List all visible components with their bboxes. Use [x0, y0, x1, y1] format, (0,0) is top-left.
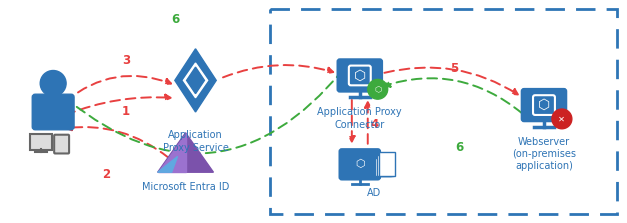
Text: ⬡: ⬡ — [374, 85, 381, 94]
FancyBboxPatch shape — [338, 60, 382, 91]
Text: 5: 5 — [450, 62, 458, 75]
Polygon shape — [158, 133, 213, 172]
Circle shape — [552, 109, 572, 129]
Text: ✕: ✕ — [559, 114, 566, 123]
Text: 6: 6 — [172, 13, 180, 26]
Polygon shape — [158, 156, 177, 172]
Text: 1: 1 — [122, 105, 130, 118]
Text: 6: 6 — [455, 141, 463, 154]
Polygon shape — [184, 63, 208, 98]
Text: Microsoft Entra ID: Microsoft Entra ID — [142, 182, 229, 192]
FancyBboxPatch shape — [377, 155, 393, 176]
Text: ⬡: ⬡ — [355, 159, 365, 169]
Text: AD: AD — [367, 188, 381, 198]
Circle shape — [40, 70, 66, 96]
FancyBboxPatch shape — [32, 94, 74, 130]
FancyBboxPatch shape — [379, 153, 394, 176]
FancyBboxPatch shape — [522, 89, 566, 121]
Circle shape — [368, 79, 387, 99]
Text: ⬡: ⬡ — [538, 98, 550, 112]
Text: 4: 4 — [371, 118, 379, 131]
Polygon shape — [175, 49, 216, 112]
Bar — [270, 9, 616, 214]
Text: Application Proxy
Connector: Application Proxy Connector — [317, 107, 402, 130]
Text: 3: 3 — [122, 54, 130, 67]
Text: 2: 2 — [102, 168, 110, 181]
Text: Application
Proxy Service: Application Proxy Service — [162, 130, 228, 153]
FancyBboxPatch shape — [349, 66, 371, 85]
FancyBboxPatch shape — [533, 95, 555, 115]
Text: Webserver
(on-premises
application): Webserver (on-premises application) — [512, 137, 576, 171]
Polygon shape — [187, 67, 204, 94]
Text: ⬡: ⬡ — [354, 68, 366, 83]
Polygon shape — [158, 133, 186, 172]
FancyBboxPatch shape — [30, 134, 52, 149]
FancyBboxPatch shape — [340, 149, 380, 179]
FancyBboxPatch shape — [54, 135, 69, 153]
FancyBboxPatch shape — [375, 158, 391, 176]
